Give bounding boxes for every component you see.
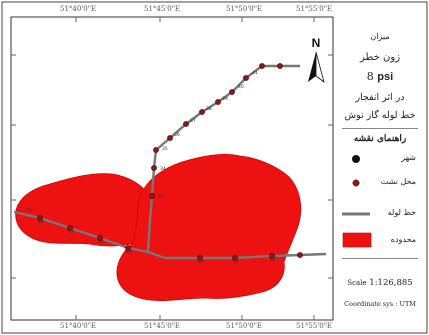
- legend-coordinate-system: Coordinate sys : UTM: [344, 300, 416, 308]
- legend-item-leak-label: محل نشت: [380, 177, 416, 186]
- legend-psi-unit: psi: [377, 71, 394, 83]
- legend-psi: 8 psi: [340, 70, 420, 83]
- legend-symbols: [342, 155, 372, 248]
- legend-subtitle-line-2: خط لوله گاز نوش: [344, 110, 416, 121]
- tick-bottom-2: 51°45'0"E: [144, 322, 181, 330]
- station-labels: 25 26 27 28 29 30 31 32 33 34 35 36 37 38 39 40 41: [26, 70, 276, 265]
- tick-top-4: 51°55'0"E: [296, 5, 333, 13]
- leak-point: [125, 245, 131, 251]
- legend-title-line-1: میزان: [370, 32, 390, 41]
- legend-item-pipeline-label: خط لوله: [387, 208, 416, 217]
- station-label: 30: [198, 259, 204, 265]
- station-label: 28: [98, 239, 104, 245]
- legend-item-zone-label: محدوده: [390, 235, 416, 244]
- station-label: 34: [160, 166, 166, 172]
- tick-top-2: 51°45'0"E: [144, 5, 181, 13]
- leak-point: [167, 135, 173, 141]
- leak-point: [67, 225, 73, 231]
- station-label: 25: [26, 208, 32, 214]
- station-label: 35: [162, 146, 168, 152]
- leak-point: [183, 121, 189, 127]
- legend-leak-symbol-icon: [352, 179, 360, 187]
- station-label: 31: [233, 259, 239, 265]
- station-label: 33: [158, 194, 164, 200]
- north-label: N: [312, 36, 321, 50]
- station-label: 29: [126, 249, 132, 255]
- station-label: 36: [174, 132, 180, 138]
- leak-point: [199, 109, 205, 115]
- station-label: 40: [238, 84, 244, 90]
- leak-point: [153, 147, 159, 153]
- leak-point: [151, 165, 157, 171]
- tick-top-1: 51°40'0"E: [60, 5, 97, 13]
- leak-point: [197, 255, 203, 261]
- pipeline-south-branch: [165, 252, 327, 260]
- north-arrow-icon: N: [308, 36, 325, 84]
- legend-title-line-2: زون خطر: [359, 52, 401, 63]
- station-label: 38: [206, 106, 212, 112]
- legend-item-city-label: شهر: [401, 153, 416, 162]
- leak-points: [37, 63, 303, 261]
- station-label: 37: [190, 118, 196, 124]
- legend-scale-label: Scale: [347, 279, 367, 287]
- leak-point: [277, 63, 283, 69]
- map-legend: میزان زون خطر 8 psi در اثر انفجار خط لول…: [340, 28, 420, 320]
- leak-point: [259, 63, 265, 69]
- leak-point: [243, 75, 249, 81]
- leak-point: [229, 89, 235, 95]
- station-label: 32: [270, 257, 276, 263]
- leak-point: [149, 193, 155, 199]
- leak-point: [232, 255, 238, 261]
- leak-point: [215, 99, 221, 105]
- legend-city-symbol-icon: [352, 155, 360, 163]
- station-label: 26: [38, 219, 44, 225]
- legend-scale: Scale 1:126,885: [340, 278, 420, 288]
- hazard-zone-east: [116, 154, 302, 301]
- station-label: 39: [222, 96, 228, 102]
- leak-point: [97, 235, 103, 241]
- leak-point: [37, 215, 43, 221]
- legend-psi-value: 8: [366, 70, 374, 83]
- pipeline-north-branch: [146, 64, 300, 253]
- legend-divider-bottom: [342, 258, 418, 259]
- legend-zone-symbol-icon: [342, 232, 372, 248]
- tick-bottom-1: 51°40'0"E: [60, 322, 97, 330]
- tick-bottom-3: 51°50'0"E: [226, 322, 263, 330]
- leak-point: [269, 253, 275, 259]
- legend-guide-title: راهنمای نقشه: [353, 134, 407, 144]
- hazard-zone: [15, 154, 302, 301]
- tick-top-3: 51°50'0"E: [226, 5, 263, 13]
- tick-bottom-4: 51°55'0"E: [296, 322, 333, 330]
- legend-scale-value: 1:126,885: [369, 278, 413, 288]
- legend-divider: [342, 128, 418, 129]
- station-label: 27: [68, 229, 74, 235]
- leak-point: [297, 252, 303, 258]
- legend-subtitle-line-1: در اثر انفجار: [355, 92, 405, 103]
- station-label: 41: [252, 70, 258, 76]
